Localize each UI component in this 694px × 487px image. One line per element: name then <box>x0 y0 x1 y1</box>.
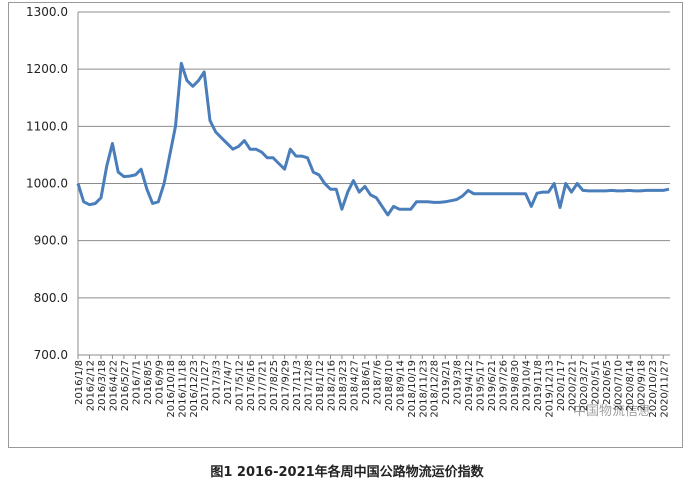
x-tick-label: 2016/2/12 <box>85 360 96 411</box>
x-tick-label: 2016/10/18 <box>166 360 177 418</box>
x-tick-label: 2018/8/10 <box>384 360 395 411</box>
x-tick-label: 2019/5/17 <box>476 360 487 411</box>
series-line <box>76 61 670 217</box>
x-tick-label: 2017/11/3 <box>292 360 303 411</box>
x-tick-label: 2018/1/12 <box>315 360 326 411</box>
y-tick-label: 1000.0 <box>26 177 68 191</box>
x-tick-label: 2020/5/1 <box>590 360 601 405</box>
x-tick-label: 2019/7/26 <box>499 360 510 411</box>
x-tick-label: 2020/9/18 <box>636 360 647 411</box>
x-tick-label: 2017/4/7 <box>223 360 234 405</box>
x-tick-label: 2018/12/28 <box>430 360 441 418</box>
x-tick-label: 2019/2/1 <box>441 360 452 405</box>
x-tick-label: 2016/8/5 <box>143 360 154 405</box>
x-tick-label: 2019/10/4 <box>522 360 533 411</box>
x-tick-label: 2019/8/30 <box>510 360 521 411</box>
x-tick-label: 2020/10/23 <box>648 360 659 418</box>
x-tick-label: 2017/12/8 <box>304 360 315 411</box>
x-tick-label: 2017/3/3 <box>212 360 223 405</box>
x-tick-label: 2019/12/13 <box>545 360 556 418</box>
x-tick-label: 2019/3/8 <box>453 360 464 405</box>
x-tick-label: 2020/6/5 <box>602 360 613 405</box>
x-tick-label: 2018/6/1 <box>361 360 372 405</box>
x-tick-label: 2020/1/17 <box>556 360 567 411</box>
x-tick-label: 2016/5/27 <box>120 360 131 411</box>
x-tick-label: 2017/8/25 <box>269 360 280 411</box>
x-tick-label: 2018/9/14 <box>395 360 406 411</box>
x-tick-label: 2016/7/1 <box>131 360 142 405</box>
x-tick-label: 2016/1/8 <box>74 360 85 405</box>
x-tick-label: 2018/4/27 <box>349 360 360 411</box>
x-tick-label: 2017/6/16 <box>246 360 257 411</box>
y-tick-label: 1200.0 <box>26 62 68 76</box>
x-tick-label: 2017/7/21 <box>258 360 269 411</box>
x-tick-label: 2017/5/12 <box>235 360 246 411</box>
x-tick-label: 2020/2/21 <box>567 360 578 411</box>
y-tick-label: 900.0 <box>34 234 68 248</box>
x-tick-label: 2016/9/9 <box>154 360 165 405</box>
x-tick-label: 2018/3/23 <box>338 360 349 411</box>
chart-frame <box>8 2 683 448</box>
x-tick-label: 2020/3/27 <box>579 360 590 411</box>
x-tick-label: 2020/7/10 <box>613 360 624 411</box>
x-tick-label: 2018/2/16 <box>326 360 337 411</box>
x-tick-label: 2018/11/23 <box>418 360 429 418</box>
watermark: 中国物流信息 <box>573 403 651 419</box>
x-tick-label: 2016/11/18 <box>177 360 188 418</box>
x-tick-label: 2019/4/12 <box>464 360 475 411</box>
x-tick-label: 2018/10/19 <box>407 360 418 418</box>
x-tick-label: 2020/11/27 <box>659 360 670 418</box>
x-tick-label: 2017/9/29 <box>281 360 292 411</box>
x-tick-label: 2020/8/14 <box>625 360 636 411</box>
y-tick-label: 700.0 <box>34 348 68 362</box>
chart-caption: 图1 2016-2021年各周中国公路物流运价指数 <box>210 464 484 480</box>
x-tick-label: 2019/11/8 <box>533 360 544 411</box>
x-tick-label: 2016/3/18 <box>97 360 108 411</box>
x-tick-label: 2016/12/23 <box>189 360 200 418</box>
y-tick-label: 1300.0 <box>26 5 68 19</box>
x-tick-label: 2017/1/27 <box>200 360 211 411</box>
x-tick-label: 2018/7/6 <box>372 360 383 405</box>
y-tick-label: 1100.0 <box>26 119 68 133</box>
x-tick-label: 2016/4/22 <box>108 360 119 411</box>
y-tick-label: 800.0 <box>34 291 68 305</box>
x-tick-label: 2019/6/21 <box>487 360 498 411</box>
